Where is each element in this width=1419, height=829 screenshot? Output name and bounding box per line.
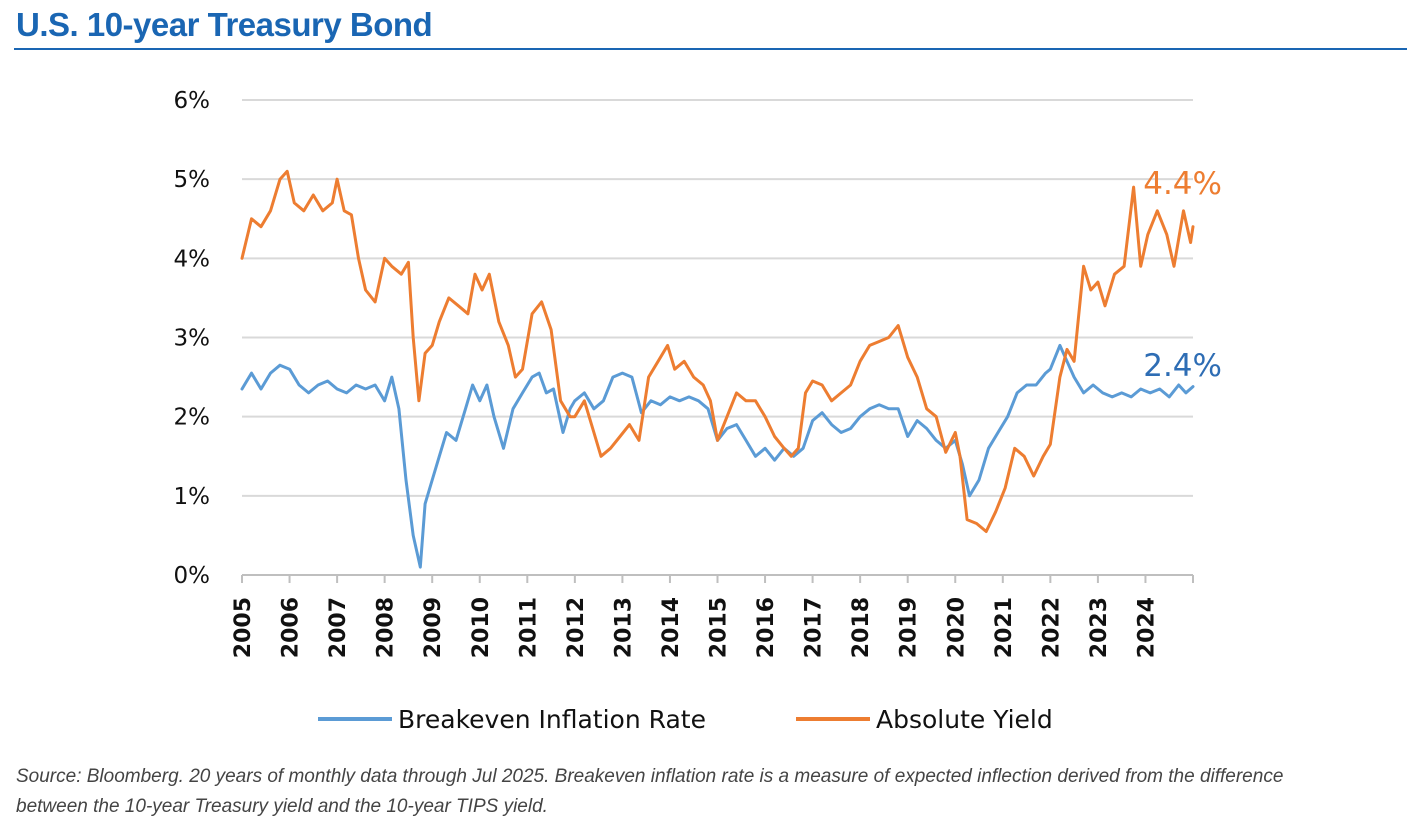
y-tick-label: 6% — [174, 88, 211, 114]
x-tick-label: 2009 — [421, 597, 446, 658]
x-tick-label: 2010 — [469, 597, 494, 658]
x-tick-label: 2024 — [1134, 597, 1159, 658]
y-tick-label: 1% — [174, 484, 211, 510]
source-note: Source: Bloomberg. 20 years of monthly d… — [16, 766, 1284, 817]
x-tick-label: 2022 — [1039, 597, 1064, 658]
x-tick-label: 2012 — [564, 597, 589, 658]
y-tick-label: 2% — [174, 405, 211, 431]
x-tick-label: 2005 — [231, 597, 256, 658]
y-axis-tick-labels: 0% 1% 2% 3% 4% 5% 6% — [174, 88, 211, 589]
legend-yield: Absolute Yield — [796, 705, 1053, 734]
legend-breakeven: Breakeven Inflation Rate — [318, 705, 706, 734]
x-tick-label: 2019 — [897, 597, 922, 658]
y-tick-label: 3% — [174, 326, 211, 352]
x-tick-label: 2021 — [992, 597, 1017, 658]
x-tick-label: 2020 — [944, 597, 969, 658]
line-chart: 0%1%2%3%4%5%6% 2005 2006 2007 2008 2009 2010 2… — [174, 88, 1223, 734]
y-tick-label: 0% — [174, 563, 211, 589]
yield-series-line — [240, 169, 1195, 533]
yield-end-label: 4.4% — [1143, 166, 1222, 202]
y-tick-label: 5% — [174, 167, 211, 193]
chart-title: U.S. 10-year Treasury Bond — [16, 6, 433, 43]
x-tick-label: 2013 — [611, 597, 636, 658]
breakeven-end-label: 2.4% — [1143, 348, 1222, 384]
legend: Breakeven Inflation Rate Absolute Yield — [318, 705, 1053, 734]
legend-label: Breakeven Inflation Rate — [398, 705, 706, 734]
x-tick-label: 2008 — [374, 597, 399, 658]
title-underline — [14, 48, 1407, 50]
series-lines — [240, 169, 1195, 569]
x-tick-label: 2011 — [516, 597, 541, 658]
x-tick-label: 2023 — [1087, 597, 1112, 658]
x-tick-label: 2018 — [849, 597, 874, 658]
breakeven-series-line — [240, 343, 1195, 569]
y-tick-label: 4% — [174, 246, 211, 272]
legend-label: Absolute Yield — [876, 705, 1053, 734]
x-axis: 2005 2006 2007 2008 2009 2010 2011 2012 2013 2014… — [231, 574, 1194, 658]
x-tick-label: 2007 — [326, 597, 351, 658]
x-tick-label: 2015 — [707, 597, 732, 658]
end-labels: 2.4% 4.4% — [1143, 166, 1222, 384]
x-tick-label: 2014 — [659, 597, 684, 658]
x-tick-label: 2017 — [802, 597, 827, 658]
x-tick-label: 2016 — [754, 597, 779, 658]
x-tick-label: 2006 — [279, 597, 304, 658]
